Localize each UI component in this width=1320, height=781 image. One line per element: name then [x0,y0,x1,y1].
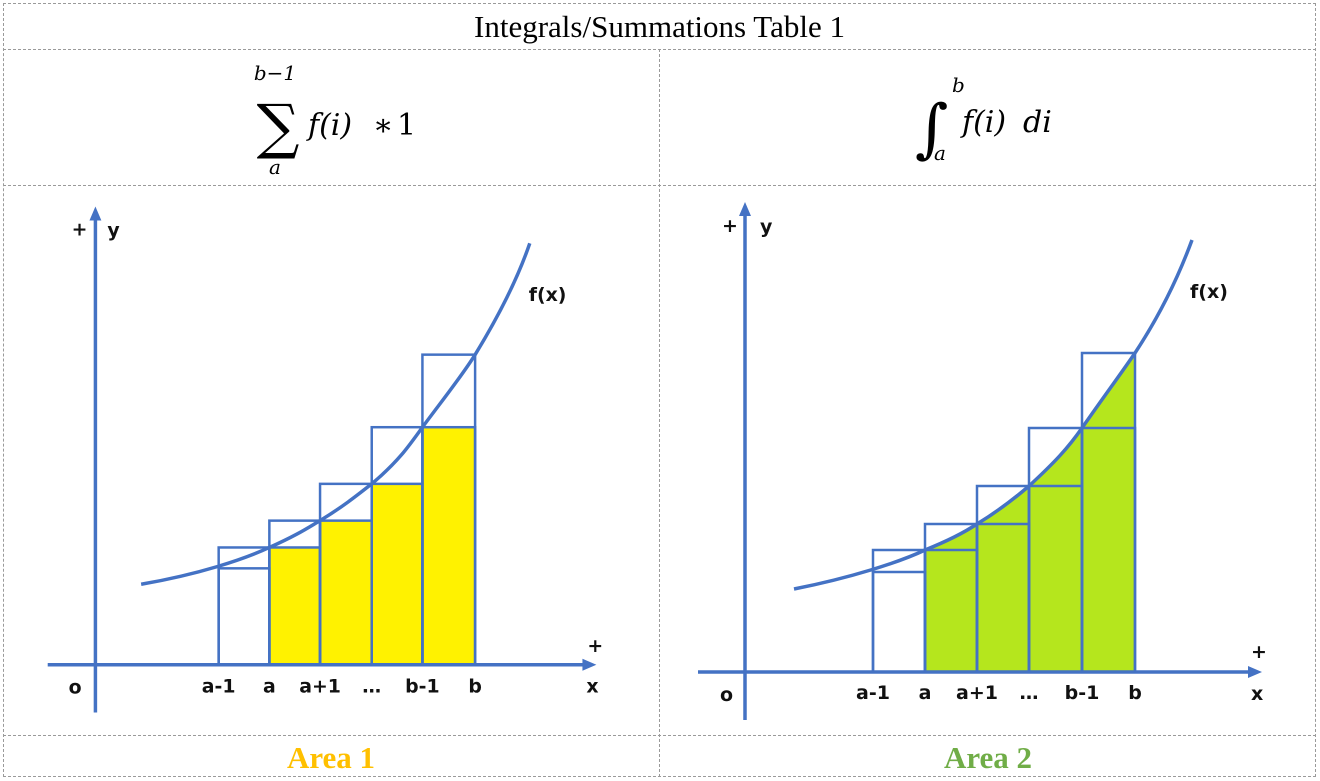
y-axis-arrowhead [739,202,751,216]
right-integral-plot: + y + x o f(x) a-1 a a+1 … b-1 b [698,202,1267,720]
tick-label: a-1 [202,676,236,698]
table-title: Integrals/Summations Table 1 [474,9,845,44]
x-axis-arrowhead [1248,666,1262,678]
summation-bar-fill [320,520,372,665]
sum-body: f(i) [306,108,352,143]
area-1-caption: Area 1 [286,740,376,775]
y-plus-label: + [72,218,88,240]
y-axis-label: y [760,216,773,238]
x-plus-label: + [587,635,603,657]
integral-formula: b ∫ a f(i) di [660,50,1316,185]
lower-rect-outline [871,570,927,674]
sum-constant: 1 [397,108,416,143]
origin-label: o [720,684,733,706]
tick-label: … [362,676,381,698]
tick-label: a-1 [856,682,890,704]
integral-differential: di [1023,105,1052,140]
y-axis-arrowhead [89,206,102,221]
summation-formula: b−1 ∑ a f(i) ∗ 1 [3,50,659,185]
column-divider [659,49,660,777]
tick-label: a+1 [956,682,998,704]
function-curve [793,239,1194,591]
tick-label: … [1020,682,1039,704]
lower-rect-outline [217,567,271,666]
y-axis-label: y [107,219,119,241]
summation-bar-fill [371,483,423,665]
times-symbol: ∗ [373,108,393,143]
integral-upper-limit: b [952,73,965,97]
tick-label: b-1 [1065,682,1100,704]
left-riemann-plot: + y + x o f(x) a-1 a a+1 … b-1 b [47,206,603,713]
x-axis-label: x [586,676,598,698]
sigma-symbol: ∑ [257,92,300,162]
tick-label: b [1128,682,1142,704]
summation-bar-fill [422,427,476,665]
sum-lower-limit: a [269,155,281,179]
summation-bar-fill [269,547,321,665]
curve-label: f(x) [1190,281,1228,303]
area-2-caption: Area 2 [943,740,1033,775]
curve-label: f(x) [529,284,567,306]
x-plus-label: + [1251,641,1267,663]
tick-label: a [263,676,276,698]
tick-label: b-1 [405,676,439,698]
function-curve [140,242,532,586]
x-axis-arrowhead [582,658,597,671]
tick-label: b [468,676,482,698]
integral-lower-limit: a [934,141,946,165]
sum-upper-limit: b−1 [254,61,296,85]
tick-label: a [919,682,932,704]
y-plus-label: + [722,215,738,237]
integral-body: f(i) [960,105,1006,140]
integral-symbol: ∫ [915,92,948,166]
tick-label: a+1 [299,676,341,698]
x-axis-label: x [1251,683,1263,705]
origin-label: o [69,677,82,699]
